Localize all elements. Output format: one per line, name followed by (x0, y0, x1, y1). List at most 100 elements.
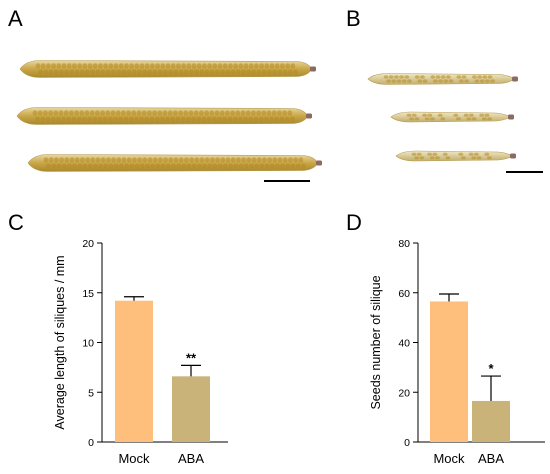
silique-seed (238, 63, 244, 69)
silique-seed (32, 110, 38, 116)
silique-seed (463, 113, 469, 117)
silique-seed (150, 63, 155, 69)
silique-seed (121, 69, 127, 75)
silique-seed (407, 79, 412, 83)
silique-seed (264, 116, 269, 122)
silique-seed (173, 69, 179, 75)
silique-tip (316, 160, 322, 166)
silique-seed (222, 116, 228, 122)
silique-seed (430, 75, 436, 79)
silique-seed (274, 63, 280, 69)
silique-seed (282, 110, 287, 116)
silique-seed (141, 110, 147, 116)
chart-d-y-tick-label: 80 (398, 238, 410, 250)
silique-seed (100, 69, 106, 75)
silique-seed (191, 63, 197, 69)
silique-seed (87, 116, 92, 122)
silique-seed (38, 69, 43, 75)
silique-seed (219, 110, 225, 116)
silique-seed (287, 69, 293, 75)
silique-seed (165, 63, 171, 69)
silique-seed (277, 157, 283, 163)
silique-seed (210, 157, 215, 163)
silique-seed (193, 110, 199, 116)
silique-seed (396, 79, 402, 83)
silique-seed (139, 63, 145, 69)
silique-seed (271, 110, 277, 116)
chart-c-y-tick-label: 5 (88, 387, 94, 399)
silique-seed (406, 113, 412, 117)
silique-seed (48, 110, 53, 116)
silique-seed (453, 113, 459, 117)
silique-seed (176, 63, 181, 69)
silique-seed (471, 117, 477, 121)
silique-seed (118, 116, 124, 122)
silique-seed (100, 110, 105, 116)
silique-seed (298, 157, 304, 163)
silique-seed (132, 157, 137, 163)
silique-b-1 (367, 73, 518, 85)
silique-seed (437, 113, 443, 117)
silique-seed (63, 110, 69, 116)
silique-seed (61, 116, 66, 122)
silique-seed (222, 63, 228, 69)
silique-seed (82, 63, 88, 69)
silique-seed (126, 157, 132, 163)
silique-seed (97, 116, 103, 122)
silique-seed (181, 63, 187, 69)
silique-seed (401, 79, 407, 83)
silique-seed (461, 156, 466, 160)
silique-seed (254, 163, 259, 169)
silique-seed (66, 116, 72, 122)
silique-seed (290, 63, 296, 69)
silique-seed (181, 163, 187, 169)
silique-seed (264, 163, 270, 169)
silique-seed (207, 163, 213, 169)
chart-d-y-axis-label: Seeds number of silique (369, 275, 383, 409)
silique-seed (46, 63, 51, 69)
silique-seed (230, 110, 236, 116)
silique-seed (269, 163, 275, 169)
silique-seed (124, 163, 129, 169)
silique-seed (267, 157, 272, 163)
silique-seed (58, 110, 64, 116)
silique-seed (108, 163, 114, 169)
silique-seed (160, 116, 165, 122)
silique-seed (241, 157, 247, 163)
silique-seed (168, 157, 174, 163)
silique-seed (199, 69, 205, 75)
silique-seed (235, 110, 241, 116)
silique-seed (173, 157, 179, 163)
silique-seed (126, 110, 131, 116)
silique-seed (131, 110, 137, 116)
silique-seed (445, 156, 451, 160)
silique-seed (459, 79, 464, 83)
silique-seed (464, 79, 469, 83)
silique-seed (162, 110, 168, 116)
silique-seed (147, 110, 152, 116)
chart-c-y-tick-label: 0 (88, 437, 94, 449)
silique-seed (186, 163, 192, 169)
silique-a-2 (16, 107, 312, 125)
silique-seed (215, 157, 221, 163)
silique-seed (45, 116, 51, 122)
silique-seed (95, 110, 100, 116)
chart-d-bar-aba (472, 400, 510, 442)
silique-seed (103, 63, 108, 69)
silique-seed (157, 110, 163, 116)
silique-seed (123, 116, 129, 122)
silique-seed (293, 157, 298, 163)
silique-seed (269, 116, 274, 122)
silique-seed (469, 113, 474, 117)
silique-seed (74, 157, 80, 163)
silique-seed (108, 63, 114, 69)
silique-seed (240, 110, 246, 116)
chart-d-y-tick-label: 0 (404, 437, 410, 449)
silique-seed (139, 163, 145, 169)
silique-seed (35, 116, 40, 122)
silique-seed (147, 157, 153, 163)
silique-seed (176, 163, 182, 169)
silique-seed (204, 157, 210, 163)
silique-b-3 (395, 150, 516, 162)
silique-seed (230, 157, 236, 163)
